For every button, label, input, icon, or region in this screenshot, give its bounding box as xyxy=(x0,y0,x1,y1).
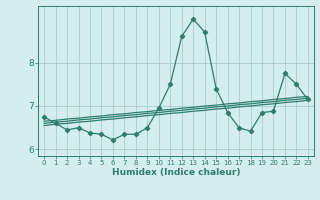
X-axis label: Humidex (Indice chaleur): Humidex (Indice chaleur) xyxy=(112,168,240,177)
